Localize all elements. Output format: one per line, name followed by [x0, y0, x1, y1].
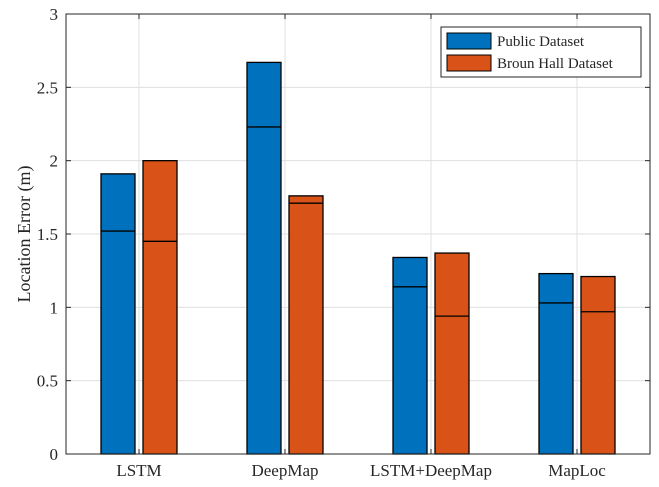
- y-tick-label: 0.5: [37, 372, 58, 391]
- legend-swatch: [446, 32, 492, 50]
- bar: [100, 173, 136, 455]
- bar: [434, 252, 470, 455]
- x-tick-label: LSTM: [116, 461, 161, 480]
- x-tick-label: MapLoc: [548, 461, 606, 480]
- legend-label: Broun Hall Dataset: [497, 56, 614, 72]
- bar: [246, 61, 282, 455]
- legend: Public Dataset Broun Hall Dataset: [440, 26, 642, 78]
- bar: [288, 195, 324, 455]
- y-tick-label: 0: [50, 445, 59, 464]
- x-axis-ticks: LSTM DeepMap LSTM+DeepMap MapLoc: [116, 14, 606, 480]
- bar: [580, 275, 616, 455]
- x-tick-label: LSTM+DeepMap: [370, 461, 492, 480]
- y-tick-label: 3: [50, 5, 59, 24]
- legend-swatch: [446, 54, 492, 72]
- y-tick-label: 2: [50, 152, 59, 171]
- x-tick-label: DeepMap: [251, 461, 318, 480]
- y-tick-label: 2.5: [37, 78, 58, 97]
- y-tick-label: 1.5: [37, 225, 58, 244]
- y-axis-label: Location Error (m): [14, 166, 35, 303]
- legend-label: Public Dataset: [497, 34, 585, 50]
- y-axis-ticks: 0 0.5 1 1.5 2 2.5 3: [37, 5, 650, 464]
- y-tick-label: 1: [50, 298, 59, 317]
- bars: [100, 61, 616, 455]
- bar: [142, 160, 178, 455]
- bar: [538, 272, 574, 455]
